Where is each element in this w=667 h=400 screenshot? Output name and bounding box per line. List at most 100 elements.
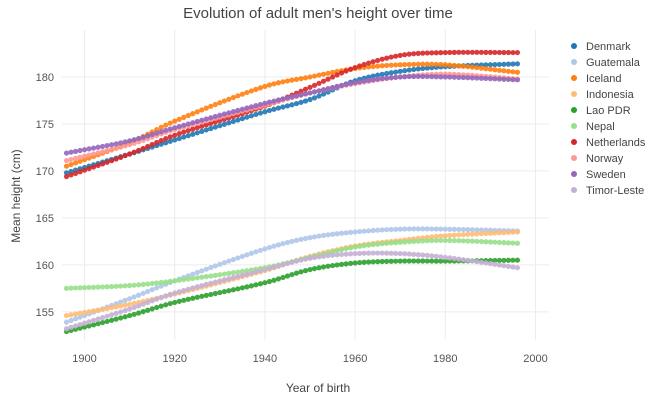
- data-point: [81, 309, 88, 316]
- data-point: [253, 86, 259, 92]
- data-point: [118, 299, 124, 305]
- data-point: [221, 260, 227, 266]
- legend-item[interactable]: Indonesia: [571, 89, 635, 101]
- data-point: [63, 319, 70, 325]
- data-point: [95, 150, 101, 156]
- data-point: [406, 226, 412, 232]
- data-point: [154, 280, 160, 286]
- data-point: [424, 226, 430, 232]
- data-point: [447, 237, 453, 244]
- data-point: [280, 104, 286, 110]
- data-point: [104, 284, 110, 290]
- data-point: [451, 237, 457, 244]
- data-point: [176, 289, 182, 295]
- data-point: [221, 111, 227, 117]
- data-point: [293, 93, 300, 99]
- data-point: [212, 101, 218, 108]
- legend-item[interactable]: Sweden: [571, 169, 626, 181]
- data-point: [388, 226, 394, 233]
- data-point: [384, 227, 390, 233]
- data-point: [510, 61, 516, 67]
- data-point: [325, 85, 331, 92]
- data-point: [122, 302, 128, 308]
- data-point: [262, 100, 268, 106]
- data-point: [370, 59, 376, 65]
- data-point: [384, 70, 390, 77]
- data-point: [505, 49, 512, 56]
- data-point: [334, 72, 340, 78]
- data-point: [217, 261, 223, 267]
- legend-item[interactable]: Netherlands: [571, 137, 646, 149]
- data-point: [131, 311, 137, 317]
- data-point: [99, 315, 106, 321]
- data-point: [190, 111, 196, 117]
- legend[interactable]: Denmark Guatemala Iceland Indonesia Lao PDR N…: [571, 41, 646, 197]
- data-point: [438, 254, 444, 260]
- data-point: [275, 80, 282, 86]
- data-point: [361, 78, 367, 84]
- data-point: [456, 49, 462, 55]
- data-point: [280, 96, 286, 102]
- data-point: [113, 156, 119, 162]
- data-point: [451, 226, 457, 232]
- data-point: [122, 153, 128, 159]
- data-point: [208, 125, 214, 132]
- data-point: [420, 226, 426, 232]
- legend-item[interactable]: Guatemala: [571, 57, 641, 69]
- legend-label: Denmark: [586, 41, 631, 53]
- y-axis-title: Mean height (cm): [9, 149, 23, 242]
- data-point: [415, 73, 421, 80]
- data-point: [347, 80, 354, 87]
- data-point: [429, 226, 435, 232]
- data-point: [176, 277, 182, 283]
- data-point: [136, 303, 142, 309]
- data-point: [181, 114, 187, 120]
- data-point: [127, 282, 133, 289]
- legend-item[interactable]: Lao PDR: [571, 105, 631, 117]
- data-point: [302, 268, 309, 274]
- legend-item[interactable]: Denmark: [571, 41, 631, 53]
- data-point: [68, 317, 74, 324]
- legend-item[interactable]: Norway: [571, 153, 624, 165]
- data-point: [487, 62, 493, 68]
- data-point: [140, 301, 146, 307]
- data-point: [465, 238, 471, 244]
- data-point: [375, 259, 381, 265]
- data-point: [375, 76, 381, 82]
- y-tick-label: 170: [36, 166, 54, 178]
- legend-marker: [571, 91, 577, 97]
- data-point: [302, 256, 309, 262]
- data-point: [77, 147, 83, 154]
- data-point: [492, 49, 498, 56]
- data-point: [343, 81, 349, 87]
- legend-item[interactable]: Nepal: [571, 121, 615, 133]
- legend-item[interactable]: Iceland: [571, 73, 621, 85]
- data-point: [320, 232, 327, 239]
- data-point: [366, 77, 372, 83]
- data-point: [104, 159, 110, 165]
- data-point: [388, 70, 394, 76]
- data-point: [275, 97, 282, 103]
- data-point: [262, 109, 268, 115]
- data-point: [203, 105, 209, 111]
- data-point: [438, 50, 444, 56]
- data-point: [302, 91, 309, 97]
- data-point: [181, 287, 187, 294]
- data-point: [248, 113, 254, 119]
- data-point: [460, 226, 466, 233]
- data-point: [176, 116, 182, 122]
- data-point: [460, 49, 466, 55]
- data-point: [248, 270, 254, 276]
- data-point: [429, 74, 435, 80]
- data-point: [235, 286, 241, 292]
- data-point: [393, 62, 399, 68]
- data-point: [131, 300, 137, 306]
- data-point: [262, 83, 268, 89]
- legend-item[interactable]: Timor-Leste: [571, 185, 644, 197]
- data-point: [158, 137, 164, 144]
- data-point: [266, 99, 273, 105]
- legend-label: Iceland: [586, 73, 621, 85]
- data-point: [510, 257, 516, 263]
- data-point: [118, 283, 124, 289]
- data-point: [172, 118, 178, 124]
